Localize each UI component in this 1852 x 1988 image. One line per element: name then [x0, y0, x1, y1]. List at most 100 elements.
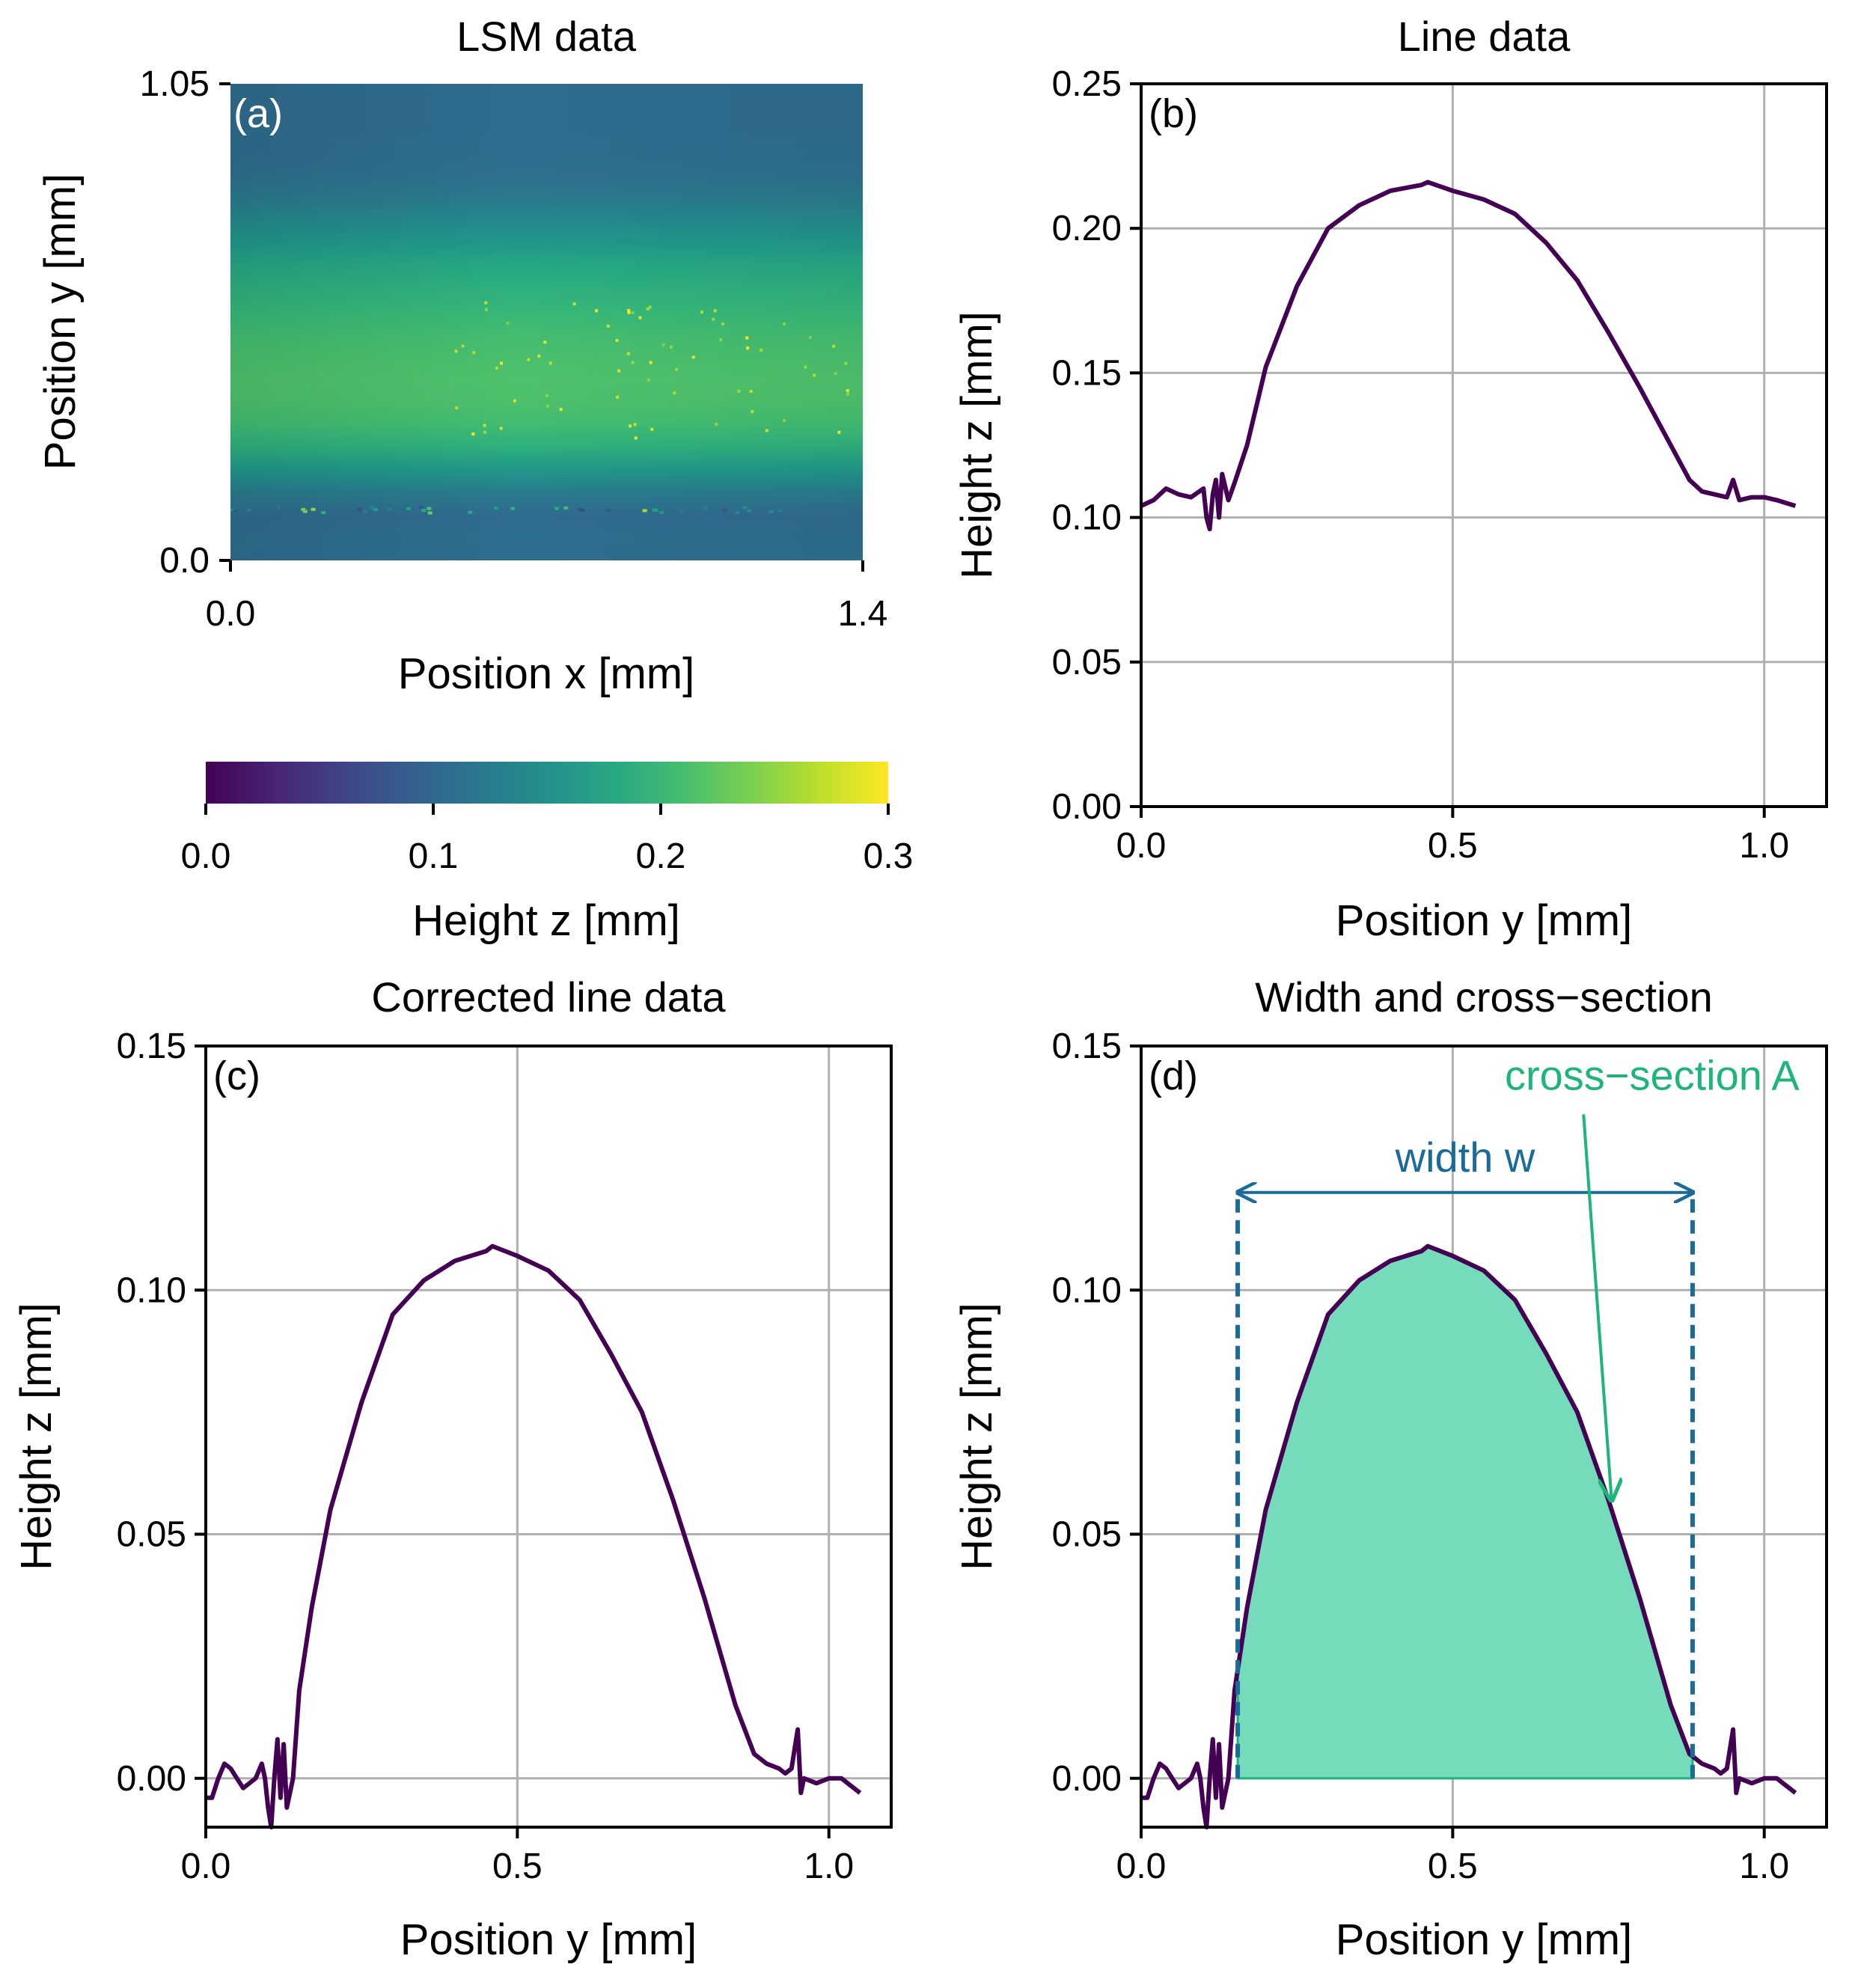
xtick-label: 1.0 [804, 1847, 854, 1886]
heatmap-speckle [782, 418, 786, 422]
ytick-label: 0.15 [1052, 1027, 1122, 1066]
a-ytick-label-top: 1.05 [140, 64, 210, 104]
heatmap-speckle [311, 507, 316, 511]
panel-title: Width and cross−section [1255, 973, 1713, 1021]
heatmap-speckle [484, 308, 488, 311]
xtick-label: 0.0 [181, 1847, 231, 1886]
heatmap-speckle [650, 427, 654, 431]
heatmap-speckle [700, 311, 703, 314]
colorbar-ticks: 0.0 0.1 0.2 0.3 [181, 804, 913, 876]
heatmap-speckle [493, 506, 498, 510]
panel-title: Corrected line data [371, 973, 726, 1021]
heatmap-speckle [506, 322, 510, 325]
heatmap-speckle [832, 344, 836, 348]
width-label: width w [1395, 1134, 1535, 1181]
heatmap-speckle [500, 361, 504, 365]
heatmap-speckle [545, 394, 548, 398]
heatmap-speckle [721, 322, 725, 325]
heatmap-speckle [747, 509, 752, 513]
heatmap-speckle [247, 509, 252, 513]
heatmap-speckle [484, 301, 488, 305]
cross-section-arrow [1582, 1114, 1611, 1499]
heatmap-speckle [746, 346, 750, 350]
xtick-label: 0.0 [1116, 826, 1167, 866]
ytick-label: 0.15 [117, 1027, 186, 1066]
heatmap-speckle [483, 430, 487, 434]
ytick-label: 0.00 [1052, 787, 1122, 827]
panel-b: 0.0 0.5 1.0 0.00 0.05 0.10 0.15 0.20 0.25 Line da… [953, 13, 1828, 945]
heatmap-speckle [455, 406, 459, 410]
heatmap-speckle [713, 309, 717, 313]
heatmap-speckle [722, 508, 727, 512]
heatmap-speckle [454, 349, 458, 353]
x-axis-label: Position y [mm] [1336, 896, 1632, 945]
heatmap-speckle [363, 510, 368, 513]
heatmap-speckle [633, 423, 637, 426]
heatmap-speckle [468, 510, 473, 514]
x-axis-label: Position y [mm] [400, 1915, 697, 1964]
heatmap-speckle [745, 336, 749, 340]
plot-frame [1140, 1045, 1828, 1829]
xtick-label: 1.0 [1739, 826, 1789, 866]
heatmap-speckle [563, 506, 569, 510]
ytick-label: 0.25 [1052, 64, 1122, 104]
colorbar-tick-label: 0.1 [409, 837, 459, 876]
profile-line [1141, 1244, 1797, 1829]
heatmap-speckle [647, 378, 650, 382]
heatmap-speckle [629, 424, 632, 428]
xtick-label: 0.5 [1428, 1847, 1478, 1886]
plot-frame [204, 1045, 893, 1829]
heatmap-speckle [751, 410, 754, 414]
panel-c: 0.0 0.5 1.0 0.00 0.05 0.10 0.15 Corrected line … [12, 973, 893, 1964]
heatmap-speckle [387, 507, 392, 511]
heatmap-speckle [768, 510, 774, 514]
heatmap-speckle [595, 309, 599, 313]
heatmap-speckle [777, 509, 783, 513]
panel-a-title: LSM data [456, 13, 637, 60]
heatmap-speckle [846, 392, 850, 396]
ytick-label: 0.00 [1052, 1759, 1122, 1799]
heatmap-speckle [510, 507, 516, 510]
ytick-label: 0.05 [1052, 1515, 1122, 1555]
heatmap-speckle [461, 344, 465, 348]
colorbar-tick-label: 0.0 [181, 837, 231, 876]
heatmap-speckle [673, 391, 676, 395]
heatmap-speckle [691, 355, 695, 359]
heatmap-shading [230, 84, 863, 560]
xtick-label: 1.0 [1739, 1847, 1789, 1886]
heatmap-speckle [765, 429, 768, 432]
heatmap-speckle [527, 358, 531, 361]
heatmap-speckle [631, 361, 635, 364]
heatmap-speckle [661, 343, 665, 346]
heatmap-speckle [615, 339, 619, 343]
heatmap-speckle [302, 510, 308, 513]
ytick-label: 0.20 [1052, 209, 1122, 248]
ytick-label: 0.15 [1052, 353, 1122, 393]
colorbar-label: Height z [mm] [412, 896, 680, 945]
panel-label: (c) [213, 1053, 260, 1098]
heatmap-speckle [572, 302, 576, 306]
heatmap-speckle [837, 430, 841, 434]
plot-frame [1140, 82, 1828, 808]
ytick-label: 0.05 [1052, 643, 1122, 682]
heatmap-speckle [675, 367, 679, 371]
heatmap-speckle [834, 371, 837, 375]
heatmap-speckle [580, 509, 585, 513]
heatmap-speckle [719, 338, 723, 342]
heatmap-speckle [321, 511, 326, 515]
heatmap-speckle [369, 506, 374, 510]
a-xtick-label-right: 1.4 [838, 594, 888, 634]
heatmap-speckle [679, 510, 685, 513]
heatmap-speckle [742, 506, 748, 510]
heatmap-speckle [606, 508, 611, 512]
heatmap-speckle [804, 365, 807, 369]
heatmap-speckle [627, 311, 631, 314]
heatmap-speckle [642, 509, 647, 513]
heatmap-speckle [545, 404, 549, 408]
ytick-label: 0.00 [117, 1759, 186, 1799]
a-xlabel: Position x [mm] [398, 649, 694, 698]
heatmap-speckle [559, 408, 563, 412]
panel-a: LSM data (a) 1.05 0.0 0.0 1.4 Position x… [36, 13, 913, 945]
cross-section-area [1236, 1244, 1694, 1780]
y-axis-label: Height z [mm] [12, 1303, 61, 1570]
